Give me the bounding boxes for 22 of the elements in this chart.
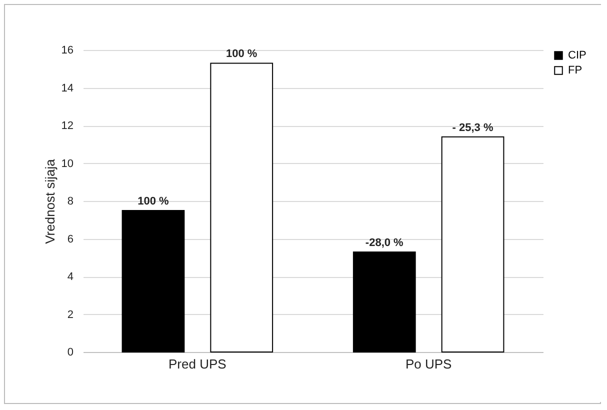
legend-label: CIP <box>568 50 586 62</box>
y-tick-label: 14 <box>61 82 74 94</box>
annotation: 100 % <box>138 195 170 208</box>
y-tick-label: 2 <box>67 308 74 321</box>
legend-label: FP <box>568 64 582 76</box>
annotation: -28,0 % <box>365 236 404 249</box>
bar <box>352 251 416 352</box>
bar <box>210 62 274 352</box>
y-tick-label: 0 <box>67 346 74 358</box>
bar <box>122 210 185 352</box>
bar <box>441 136 504 352</box>
x-tick-label: Po UPS <box>405 356 452 372</box>
x-tick-label: Pred UPS <box>168 356 227 372</box>
y-tick-label: 10 <box>61 158 74 170</box>
annotation: 100 % <box>226 48 258 60</box>
annotation: - 25,3 % <box>452 122 494 134</box>
y-tick-label: 16 <box>61 44 74 56</box>
y-tick-label: 4 <box>67 271 74 283</box>
y-tick-label: 12 <box>61 120 74 132</box>
y-tick-label: 6 <box>67 233 74 246</box>
y-tick-label: 8 <box>67 196 74 208</box>
y-axis-title: Vrednost sijaja <box>42 158 58 244</box>
